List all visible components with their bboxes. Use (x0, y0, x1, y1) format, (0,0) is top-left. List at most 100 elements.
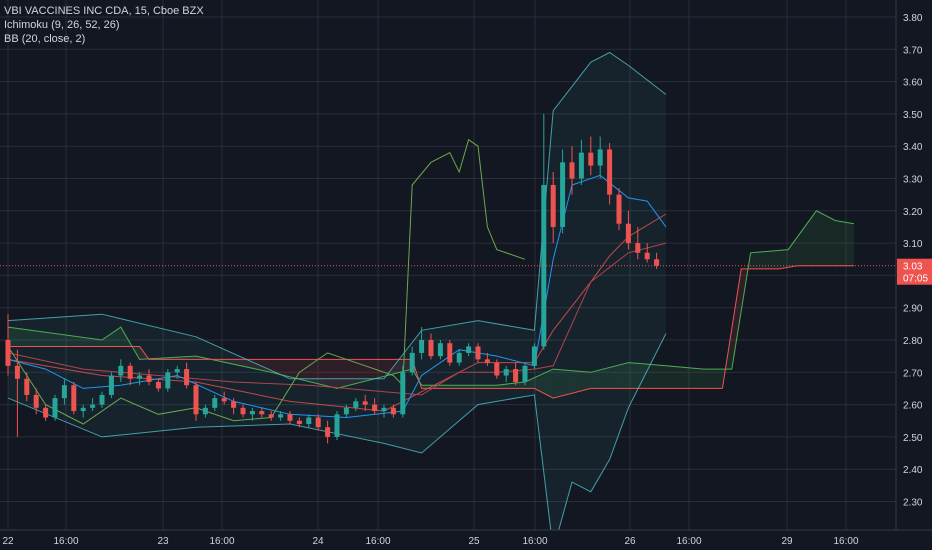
x-tick-label: 25 (468, 536, 480, 547)
ichimoku-cloud-segment (280, 359, 290, 377)
candle-body (588, 152, 594, 166)
candle-body (202, 407, 208, 415)
ichimoku-lead1-line (7, 210, 855, 389)
candle-body (99, 394, 105, 405)
y-tick-label: 2.50 (903, 433, 923, 444)
ichimoku-cloud-segment (666, 365, 676, 389)
ichimoku-cloud-segment (675, 366, 685, 389)
candle-body (14, 365, 20, 379)
candle-body (325, 427, 331, 437)
ichimoku-cloud-segment (243, 359, 253, 369)
ichimoku-cloud-segment (55, 333, 65, 347)
last-price-label: 3.03 (903, 262, 923, 273)
candle-body (278, 414, 284, 418)
y-tick-label: 2.40 (903, 465, 923, 476)
ichimoku-cloud-segment (83, 337, 93, 347)
ichimoku-cloud-segment (337, 359, 347, 389)
countdown-label: 07:05 (903, 274, 928, 285)
ichimoku-cloud-segment (478, 385, 488, 389)
ichimoku-legend[interactable]: Ichimoku (9, 26, 52, 26) (4, 19, 120, 31)
chart-legend: VBI VACCINES INC CDA, 15, Cboe BZX Ichim… (4, 4, 204, 46)
x-tick-label: 29 (781, 536, 793, 547)
x-tick-label: 26 (624, 536, 636, 547)
ichimoku-cloud-segment (525, 377, 535, 389)
candle-body (343, 407, 349, 415)
candle-body (240, 407, 246, 415)
candle-body (578, 152, 584, 179)
candle-body (513, 369, 519, 382)
candle-body (409, 352, 415, 373)
ichimoku-cloud-segment (252, 359, 262, 371)
candle-body (61, 385, 67, 399)
ichimoku-cloud-segment (468, 385, 478, 389)
ichimoku-cloud-segment (64, 334, 74, 347)
candle-body (437, 343, 443, 357)
candle-body (362, 401, 368, 405)
candle-body (466, 346, 472, 353)
candle-body (419, 340, 425, 353)
ichimoku-cloud-segment (684, 367, 695, 389)
ichimoku-lead2-line (8, 265, 854, 399)
ichimoku-cloud-segment (449, 385, 460, 389)
y-tick-label: 3.60 (903, 78, 923, 89)
ichimoku-cloud-segment (769, 250, 779, 269)
x-tick-label: 16:00 (365, 536, 390, 547)
ichimoku-cloud-segment (374, 359, 384, 379)
ichimoku-cloud-segment (487, 385, 497, 389)
y-tick-label: 3.30 (903, 175, 923, 186)
y-tick-label: 3.50 (903, 110, 923, 121)
ichimoku-cloud-segment (111, 327, 121, 347)
candle-body (193, 385, 199, 415)
ichimoku-cloud-segment (731, 268, 742, 370)
candle-body (607, 149, 613, 195)
ichimoku-cloud-segment (844, 222, 854, 266)
candle-body (231, 401, 237, 408)
ichimoku-cloud-segment (825, 215, 836, 266)
candle-body (184, 369, 190, 386)
ichimoku-cloud-segment (506, 383, 516, 389)
x-tick-label: 16:00 (53, 536, 78, 547)
candle-body (353, 401, 359, 408)
x-tick-label: 16:00 (676, 536, 701, 547)
candle-body (550, 184, 556, 227)
ichimoku-lagging-line (7, 138, 526, 425)
candle-body (447, 343, 453, 363)
candle-body (625, 223, 631, 244)
candle-body (390, 407, 396, 415)
candle-body (137, 375, 143, 379)
ichimoku-cloud-segment (308, 359, 319, 384)
ichimoku-cloud-segment (534, 373, 544, 394)
y-tick-label: 3.10 (903, 239, 923, 250)
candle-body (155, 381, 161, 389)
y-tick-label: 3.70 (903, 45, 923, 56)
bb-legend[interactable]: BB (20, close, 2) (4, 33, 86, 45)
bb-lower-line (7, 333, 667, 550)
bb-upper-line (7, 51, 667, 380)
ichimoku-cloud-segment (807, 210, 817, 266)
candle-body (475, 346, 481, 360)
candle-body (259, 411, 265, 415)
candle-body (635, 243, 641, 253)
ichimoku-cloud-segment (290, 359, 300, 380)
y-tick-label: 3.20 (903, 207, 923, 218)
x-tick-label: 24 (312, 536, 324, 547)
candle-body (71, 385, 77, 412)
ichimoku-cloud-segment (224, 359, 234, 365)
ichimoku-cloud-segment (553, 369, 563, 399)
ichimoku-cloud-segment (750, 251, 760, 269)
ichimoku-cloud-segment (835, 220, 845, 266)
ichimoku-cloud-segment (543, 369, 554, 399)
ichimoku-cloud-segment (647, 364, 657, 389)
candle-body (334, 414, 340, 437)
candle-body (212, 398, 218, 408)
candle-body (221, 398, 227, 402)
candle-body (494, 362, 500, 376)
candle-body (165, 372, 171, 389)
ichimoku-cloud-segment (637, 363, 648, 389)
candle-body (597, 149, 603, 166)
ichimoku-cloud-segment (45, 332, 55, 347)
candle-body (315, 417, 321, 428)
candle-body (456, 352, 462, 363)
